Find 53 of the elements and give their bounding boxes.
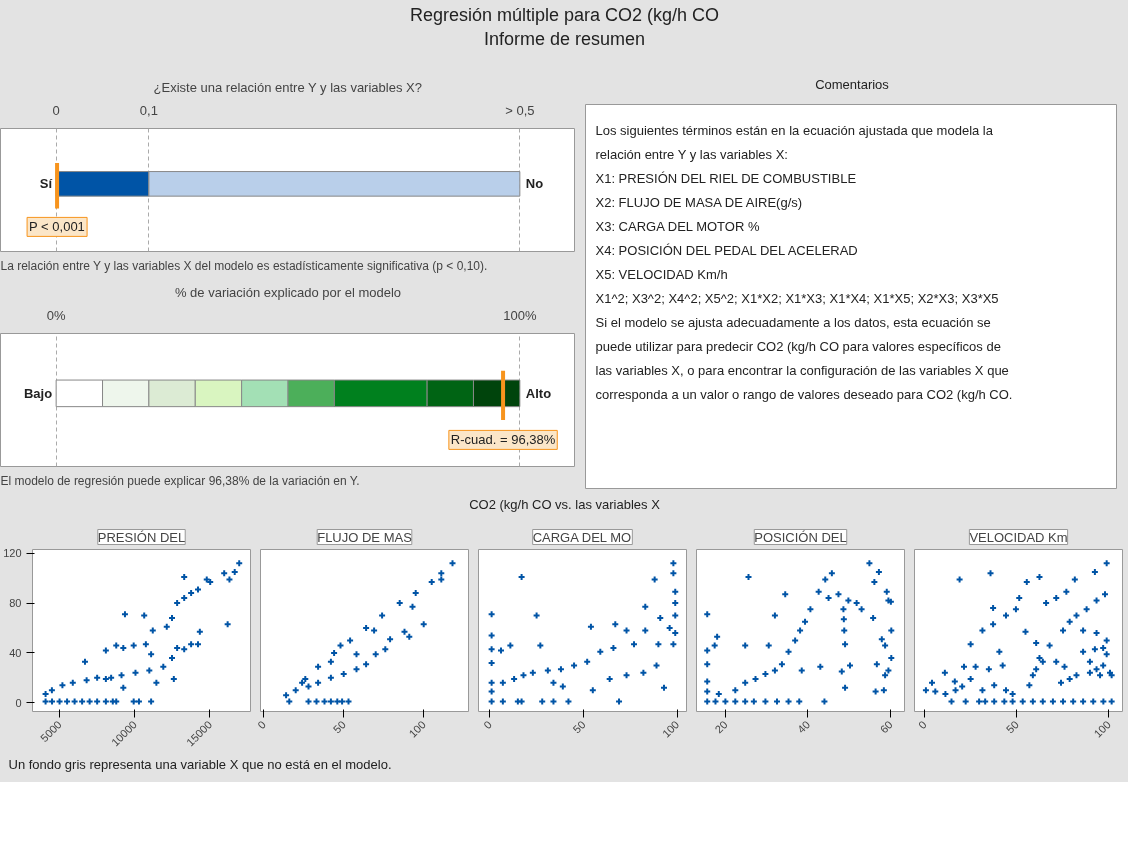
- x-tick-label: 0: [481, 718, 494, 732]
- y-tick-label: 120: [3, 547, 22, 560]
- y-tick-label: 0: [15, 696, 22, 709]
- x-tick-label: 0,1: [139, 102, 158, 118]
- text: corresponda a un valor o rango de valores deseado para CO2 (kg/h CO.: [595, 386, 1013, 402]
- x-tick-label: 0%: [46, 307, 66, 323]
- x-tick-label: 60: [877, 718, 895, 736]
- text: las variables X, o para encontrar la configuración de las variables X que: [595, 362, 1009, 378]
- x-tick-label: 50: [570, 718, 588, 736]
- ref-line-label: P < 0,001: [29, 219, 85, 235]
- x-tick-label: 50: [330, 718, 348, 736]
- text: Comentarios: [815, 76, 890, 92]
- text: puede utilizar para predecir CO2 (kg/h CO para valores específicos de: [595, 338, 1001, 354]
- text: Los siguientes términos están en la ecuación ajustada que modela la: [595, 122, 994, 138]
- text: CO2 (kg/h CO vs. las variables X: [469, 496, 661, 512]
- annotation: No: [525, 176, 544, 192]
- chart-title: ¿Existe una relación entre Y y las variables X?: [153, 79, 422, 95]
- text: relación entre Y y las variables X:: [595, 146, 788, 162]
- text: Informe de resumen: [483, 28, 646, 49]
- y-tick-label: 80: [9, 597, 22, 610]
- chart-title: CARGA DEL MO: [532, 529, 632, 545]
- ref-line-label: R-cuad. = 96,38%: [450, 432, 556, 448]
- x-tick-label: 100: [659, 718, 682, 740]
- chart-title: POSICIÓN DEL: [754, 529, 847, 545]
- text: X5: VELOCIDAD Km/h: [595, 266, 728, 282]
- text: Si el modelo se ajusta adecuadamente a los datos, esta ecuación se: [595, 314, 991, 330]
- annotation: Bajo: [23, 385, 53, 401]
- annotation: Sí: [39, 176, 53, 192]
- chart-title: % de variación explicado por el modelo: [174, 284, 402, 300]
- text: X1^2; X3^2; X4^2; X5^2; X1*X2; X1*X3; X1*X4; X1*X5; X2*X3; X3*X5: [595, 290, 999, 306]
- text: El modelo de regresión puede explicar 96,38% de la variación en Y.: [0, 473, 360, 488]
- text: X1: PRESIÓN DEL RIEL DE COMBUSTIBLE: [595, 170, 857, 186]
- x-tick-label: > 0,5: [505, 102, 535, 118]
- text: La relación entre Y y las variables X del modelo es estadísticamente significativa (p < 0,10).: [0, 258, 488, 273]
- x-tick-label: 0: [255, 718, 268, 732]
- x-tick-label: 50: [1003, 718, 1021, 736]
- chart-title: VELOCIDAD Km: [969, 529, 1068, 545]
- text: X2: FLUJO DE MASA DE AIRE(g/s): [595, 194, 803, 210]
- x-tick-label: 100: [1091, 718, 1113, 740]
- x-tick-label: 20: [712, 718, 730, 736]
- text: X3: CARGA DEL MOTOR %: [595, 218, 760, 234]
- x-tick-label: 40: [795, 718, 813, 736]
- text: Un fondo gris representa una variable X que no está en el modelo.: [8, 756, 392, 772]
- y-tick-label: 40: [9, 646, 22, 659]
- x-tick-label: 0: [916, 718, 929, 732]
- x-tick-label: 100%: [503, 307, 537, 323]
- x-tick-label: 0: [52, 102, 60, 118]
- annotation: Alto: [525, 385, 552, 401]
- chart-title: FLUJO DE MAS: [317, 529, 413, 545]
- chart-title: PRESIÓN DEL: [97, 529, 186, 545]
- x-tick-label: 100: [406, 718, 428, 740]
- text: Regresión múltiple para CO2 (kg/h CO: [409, 4, 720, 25]
- text: X4: POSICIÓN DEL PEDAL DEL ACELERAD: [595, 242, 858, 258]
